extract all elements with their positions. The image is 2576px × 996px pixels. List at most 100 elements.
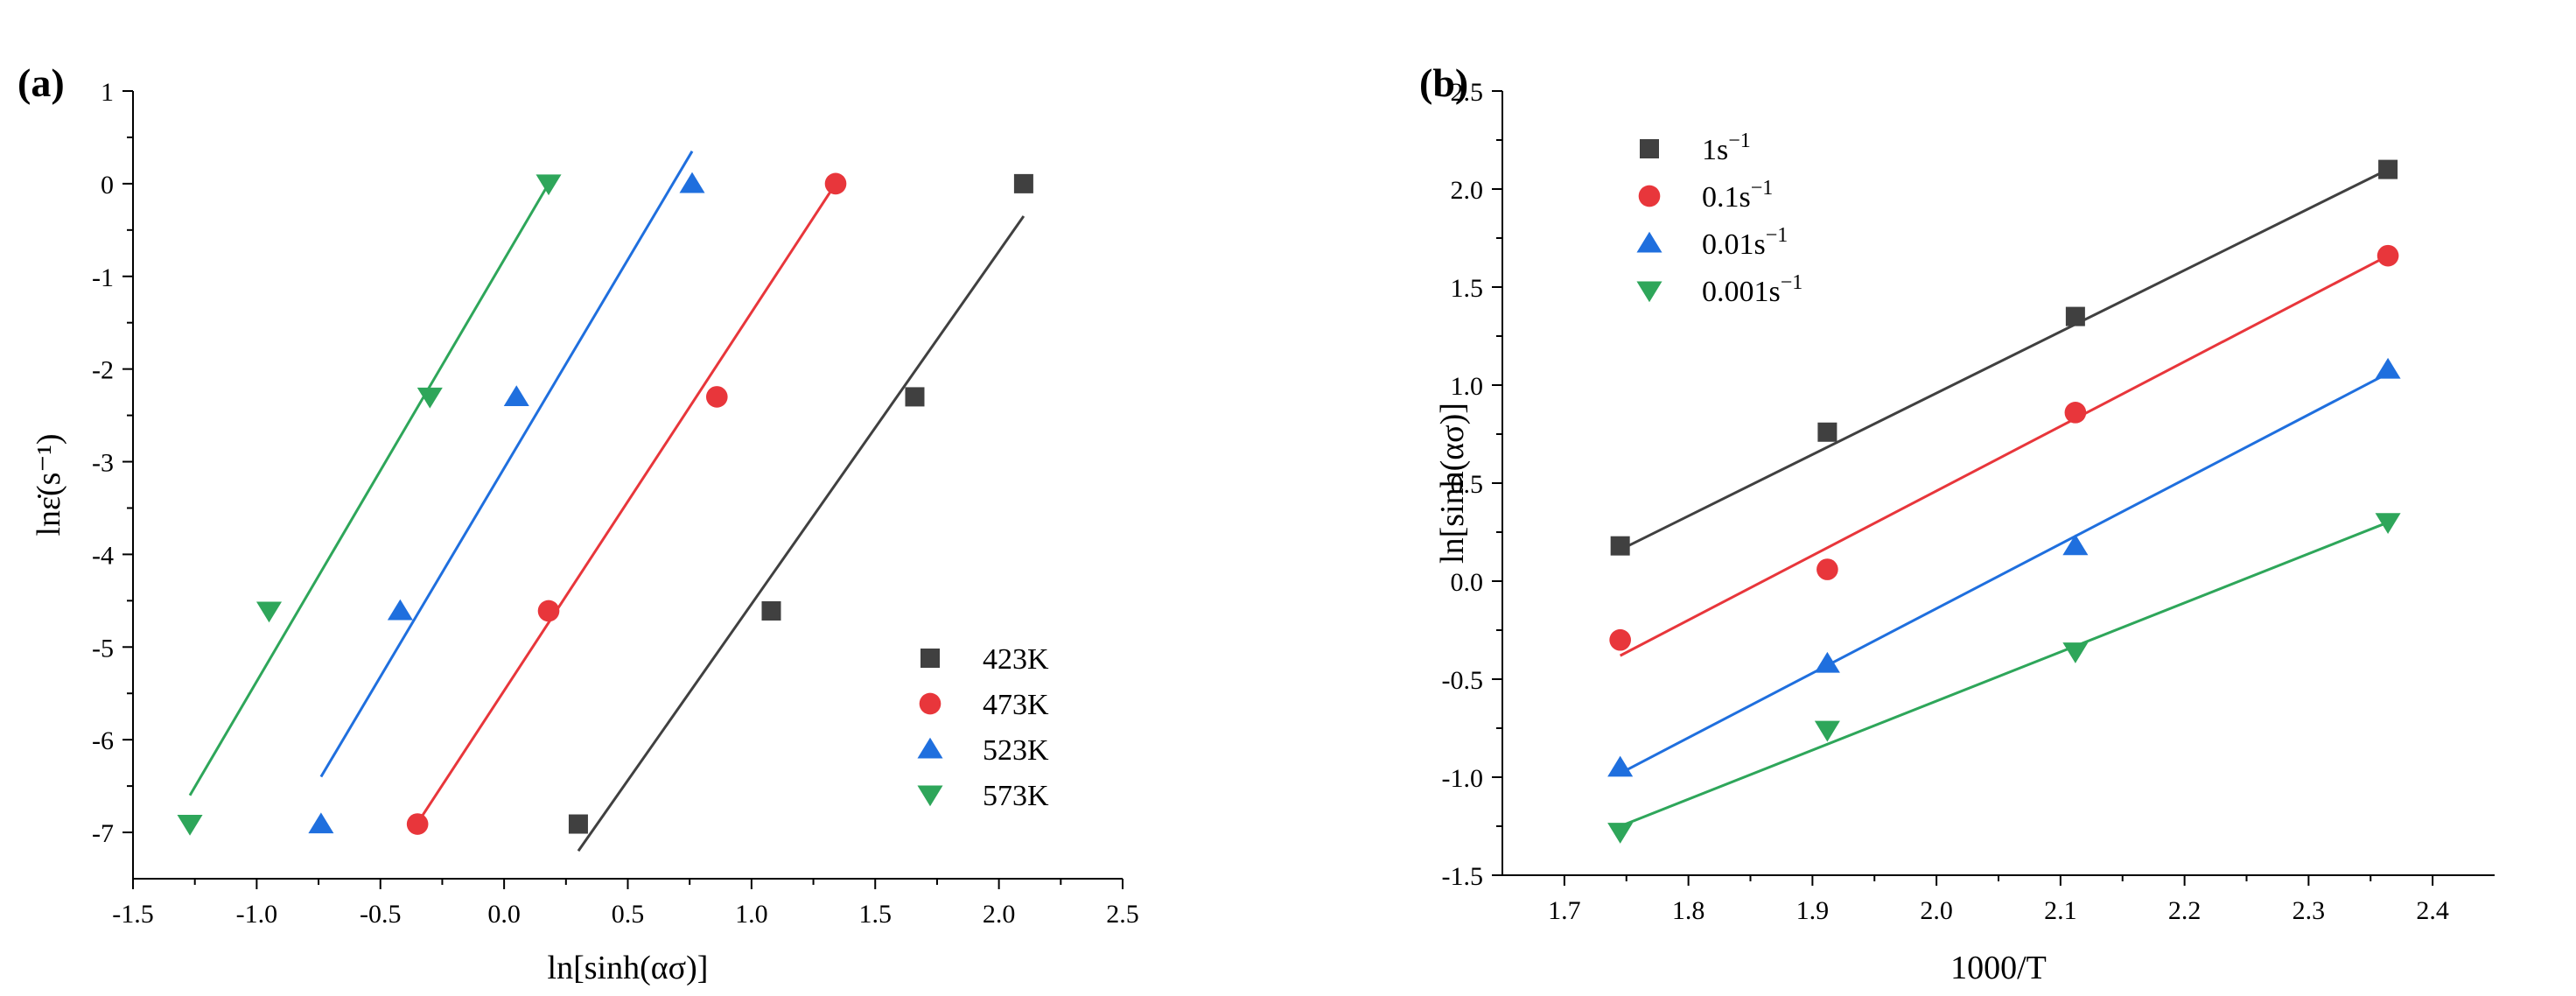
panel-b-chart: 1.7 1.8 1.9 2.0 2.1 2.2 2.3 2.4 2.5 2.0 1.5 1.0 0.5 0… [1419,60,2495,986]
data-point [406,813,429,835]
series-423K [568,173,1033,852]
data-point [256,601,283,623]
x-tick-label: 0.5 [612,900,645,929]
legend-label: 473K [983,689,1049,721]
x-tick-label: 2.2 [2168,896,2202,925]
x-tick-label: 1.0 [735,900,768,929]
panel-label-b: (b) [1419,60,1468,105]
y-tick-label: -5 [92,634,114,663]
x-tick-label: 2.0 [1920,896,1953,925]
y-tick-label: -7 [92,819,114,848]
y-tick-label: 2.0 [1451,176,1484,205]
legend-label-text: 0.1s [1702,181,1751,214]
y-tick-label: -1.0 [1442,764,1484,793]
data-point [503,385,529,406]
legend-marker [917,737,943,759]
fit-line [416,183,837,824]
x-tick-label: 1.5 [859,900,892,929]
legend-label-text: 473K [983,689,1049,721]
x-tick-label: 2.3 [2292,896,2326,925]
series-0-01s [1607,357,2401,777]
data-point [2062,642,2089,663]
y-axis-title: ln[sinh(ασ)] [1434,403,1471,564]
legend-marker [917,785,943,807]
series-573K [177,174,562,836]
legend-label: 573K [983,780,1049,812]
legend-label-superscript: −1 [1751,177,1774,200]
legend-marker [920,649,940,668]
data-point [1609,628,1631,651]
y-tick-label: 0.0 [1451,568,1484,597]
y-axis-title: lnε̇(s⁻¹) [31,433,67,536]
series-1s [1610,159,2398,556]
y-tick-label: 0.5 [1451,470,1484,499]
fit-line [319,151,694,778]
data-point [537,600,560,622]
y-tick-label: 2.5 [1451,78,1484,107]
panel-label-a: (a) [18,60,65,105]
data-point [1814,720,1840,742]
x-tick-label: 1.7 [1548,896,1581,925]
x-tick-label: 2.1 [2044,896,2077,925]
legend-label-text: 573K [983,780,1049,812]
data-point [2062,534,2089,556]
data-point [679,172,705,193]
legend-label-superscript: −1 [1766,224,1788,247]
y-tick-label: -1.5 [1442,862,1484,891]
x-tick-label: 2.5 [1106,900,1139,929]
y-tick-label: 1.5 [1451,274,1484,303]
data-point [177,814,203,836]
series-523K [308,151,705,834]
legend-label: 523K [983,734,1049,767]
legend-label-superscript: −1 [1728,130,1751,152]
x-tick-label: 0.0 [487,900,521,929]
data-point [905,387,925,407]
y-tick-label: -3 [92,449,114,478]
data-point [387,599,413,621]
data-point [1817,422,1838,442]
data-point [2376,244,2399,267]
y-tick-label: -2 [92,356,114,385]
legend-label: 0.1s−1 [1702,177,1773,214]
x-axis-title: ln[sinh(ασ)] [548,950,709,986]
x-tick-label: 2.0 [983,900,1016,929]
data-point [1816,558,1838,580]
legend-label-text: 1s [1702,134,1728,166]
legend-label: 423K [983,643,1049,676]
data-point [1013,173,1033,193]
fit-line [1619,168,2389,551]
fit-line [188,183,550,796]
y-tick-label: 0 [101,171,114,200]
y-tick-label: -6 [92,726,114,755]
legend-label-text: 0.001s [1702,276,1781,308]
legend-label: 1s−1 [1702,130,1751,166]
data-point [536,174,562,196]
y-tick-label: -4 [92,541,114,570]
legend-marker [919,692,942,715]
legend-label: 0.001s−1 [1702,271,1802,308]
x-axis-title: 1000/T [1950,950,2047,986]
data-point [1610,536,1630,556]
series-0-001s [1607,513,2401,844]
legend-marker [1640,139,1659,158]
legend-marker [1636,281,1662,303]
legend-marker [1638,185,1661,207]
data-point [1607,755,1634,777]
legend-label: 0.01s−1 [1702,224,1788,261]
legend: 1s−10.1s−10.01s−10.001s−1 [1636,130,1802,308]
data-point [2065,306,2085,326]
legend-marker [1636,231,1662,253]
x-tick-label: 2.4 [2416,896,2449,925]
data-point [1814,651,1840,673]
y-tick-label: 1 [101,78,114,107]
series-473K [406,172,847,835]
panel-a-chart: -1.5 -1.0 -0.5 0.0 0.5 1.0 1.5 2.0 2.5 1 0 -1 -2 -3 -4… [18,60,1139,986]
x-tick-label: -0.5 [360,900,402,929]
fit-line [1619,372,2389,775]
data-point [416,387,443,409]
data-point [824,172,847,195]
data-point [308,812,334,834]
data-point [2375,357,2401,379]
x-tick-label: -1.5 [112,900,154,929]
